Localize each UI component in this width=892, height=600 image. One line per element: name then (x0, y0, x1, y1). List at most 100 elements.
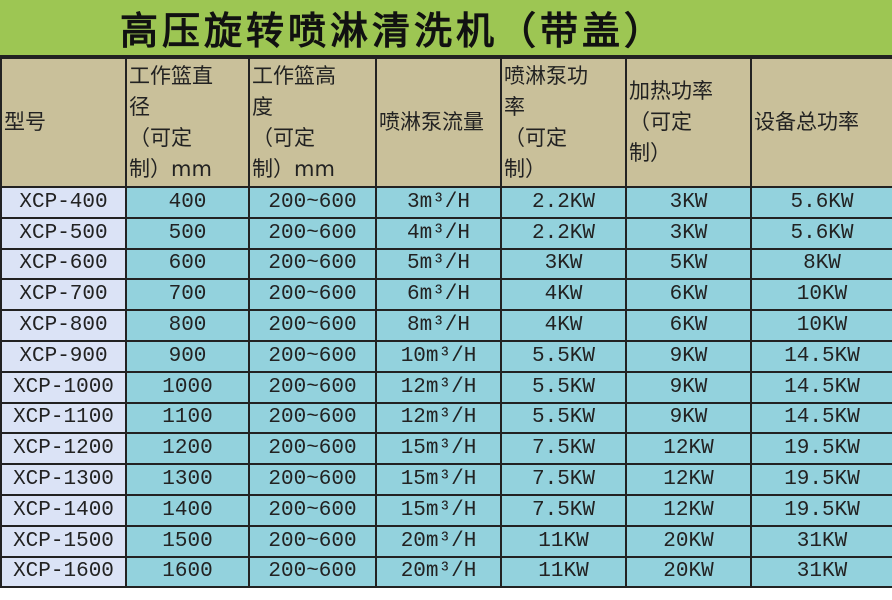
cell-pump-power: 2.2KW (500, 216, 627, 250)
cell-pump-power: 7.5KW (500, 463, 627, 496)
cell-heating-power: 20KW (625, 524, 752, 558)
cell-basket-diameter: 1200 (125, 432, 250, 466)
cell-pump-power: 4KW (500, 309, 627, 342)
cell-basket-diameter: 900 (125, 339, 250, 373)
header-total-power: 设备总功率 (750, 57, 892, 188)
cell-model: XCP-900 (0, 339, 127, 373)
cell-total-power: 19.5KW (750, 493, 892, 527)
table-row: XCP-1200 1200 200~600 15m³/H 7.5KW 12KW 19.5KW (0, 432, 892, 466)
cell-pump-flow: 20m³/H (375, 555, 502, 589)
cell-heating-power: 3KW (625, 216, 752, 250)
cell-pump-power: 5.5KW (500, 370, 627, 404)
cell-basket-height: 200~600 (248, 432, 377, 466)
cell-pump-power: 5.5KW (500, 401, 627, 435)
table-row: XCP-1600 1600 200~600 20m³/H 11KW 20KW 31KW (0, 555, 892, 589)
cell-pump-power: 11KW (500, 555, 627, 589)
table-row: XCP-800 800 200~600 8m³/H 4KW 6KW 10KW (0, 309, 892, 342)
cell-pump-flow: 20m³/H (375, 524, 502, 558)
cell-model: XCP-500 (0, 216, 127, 250)
table-row: XCP-1300 1300 200~600 15m³/H 7.5KW 12KW 19.5KW (0, 463, 892, 496)
table-row: XCP-1100 1100 200~600 12m³/H 5.5KW 9KW 14.5KW (0, 401, 892, 435)
cell-basket-height: 200~600 (248, 309, 377, 342)
cell-model: XCP-1500 (0, 524, 127, 558)
cell-basket-diameter: 1600 (125, 555, 250, 589)
cell-heating-power: 5KW (625, 247, 752, 281)
cell-pump-power: 4KW (500, 278, 627, 312)
cell-pump-flow: 12m³/H (375, 401, 502, 435)
cell-pump-flow: 5m³/H (375, 247, 502, 281)
header-row: 型号 工作篮直 径 （可定 制）mm 工作篮高 度 （可定 制）mm 喷淋泵流量 喷淋泵… (0, 57, 892, 188)
cell-basket-diameter: 500 (125, 216, 250, 250)
cell-pump-power: 3KW (500, 247, 627, 281)
cell-model: XCP-1600 (0, 555, 127, 589)
cell-model: XCP-1300 (0, 463, 127, 496)
cell-total-power: 14.5KW (750, 339, 892, 373)
cell-heating-power: 6KW (625, 309, 752, 342)
cell-total-power: 8KW (750, 247, 892, 281)
cell-basket-diameter: 1400 (125, 493, 250, 527)
table-row: XCP-1000 1000 200~600 12m³/H 5.5KW 9KW 14.5KW (0, 370, 892, 404)
spec-table: 型号 工作篮直 径 （可定 制）mm 工作篮高 度 （可定 制）mm 喷淋泵流量 喷淋泵… (0, 57, 892, 589)
cell-model: XCP-600 (0, 247, 127, 281)
cell-heating-power: 12KW (625, 493, 752, 527)
cell-total-power: 14.5KW (750, 401, 892, 435)
cell-total-power: 31KW (750, 555, 892, 589)
table-row: XCP-1400 1400 200~600 15m³/H 7.5KW 12KW 19.5KW (0, 493, 892, 527)
header-basket-diameter: 工作篮直 径 （可定 制）mm (125, 57, 250, 188)
table-row: XCP-900 900 200~600 10m³/H 5.5KW 9KW 14.5KW (0, 339, 892, 373)
cell-total-power: 19.5KW (750, 463, 892, 496)
cell-total-power: 10KW (750, 278, 892, 312)
cell-heating-power: 12KW (625, 432, 752, 466)
cell-model: XCP-1100 (0, 401, 127, 435)
cell-pump-flow: 15m³/H (375, 432, 502, 466)
cell-basket-height: 200~600 (248, 555, 377, 589)
cell-basket-height: 200~600 (248, 278, 377, 312)
cell-total-power: 19.5KW (750, 432, 892, 466)
cell-pump-flow: 15m³/H (375, 493, 502, 527)
table-row: XCP-700 700 200~600 6m³/H 4KW 6KW 10KW (0, 278, 892, 312)
cell-pump-power: 7.5KW (500, 432, 627, 466)
header-heating-power: 加热功率 （可定 制） (625, 57, 752, 188)
cell-total-power: 5.6KW (750, 186, 892, 219)
header-model: 型号 (0, 57, 127, 188)
cell-basket-height: 200~600 (248, 216, 377, 250)
cell-pump-flow: 6m³/H (375, 278, 502, 312)
cell-pump-power: 5.5KW (500, 339, 627, 373)
cell-heating-power: 3KW (625, 186, 752, 219)
cell-pump-flow: 8m³/H (375, 309, 502, 342)
header-pump-power: 喷淋泵功 率 （可定 制） (500, 57, 627, 188)
cell-heating-power: 6KW (625, 278, 752, 312)
cell-basket-diameter: 1000 (125, 370, 250, 404)
cell-pump-power: 11KW (500, 524, 627, 558)
cell-basket-diameter: 1100 (125, 401, 250, 435)
cell-basket-diameter: 1300 (125, 463, 250, 496)
cell-pump-flow: 3m³/H (375, 186, 502, 219)
cell-basket-height: 200~600 (248, 339, 377, 373)
cell-heating-power: 20KW (625, 555, 752, 589)
cell-pump-flow: 10m³/H (375, 339, 502, 373)
table-title: 高压旋转喷淋清洗机（带盖） (0, 0, 892, 57)
cell-basket-height: 200~600 (248, 186, 377, 219)
cell-model: XCP-400 (0, 186, 127, 219)
cell-model: XCP-1400 (0, 493, 127, 527)
table-row: XCP-1500 1500 200~600 20m³/H 11KW 20KW 31KW (0, 524, 892, 558)
header-pump-flow: 喷淋泵流量 (375, 57, 502, 188)
cell-pump-flow: 4m³/H (375, 216, 502, 250)
cell-model: XCP-800 (0, 309, 127, 342)
cell-basket-height: 200~600 (248, 401, 377, 435)
cell-heating-power: 9KW (625, 370, 752, 404)
cell-basket-height: 200~600 (248, 247, 377, 281)
cell-basket-diameter: 600 (125, 247, 250, 281)
cell-model: XCP-1000 (0, 370, 127, 404)
cell-pump-power: 2.2KW (500, 186, 627, 219)
cell-total-power: 5.6KW (750, 216, 892, 250)
cell-heating-power: 9KW (625, 339, 752, 373)
cell-heating-power: 12KW (625, 463, 752, 496)
cell-basket-height: 200~600 (248, 524, 377, 558)
cell-total-power: 14.5KW (750, 370, 892, 404)
cell-pump-power: 7.5KW (500, 493, 627, 527)
cell-basket-diameter: 400 (125, 186, 250, 219)
header-basket-height: 工作篮高 度 （可定 制）mm (248, 57, 377, 188)
cell-pump-flow: 15m³/H (375, 463, 502, 496)
table-row: XCP-600 600 200~600 5m³/H 3KW 5KW 8KW (0, 247, 892, 281)
